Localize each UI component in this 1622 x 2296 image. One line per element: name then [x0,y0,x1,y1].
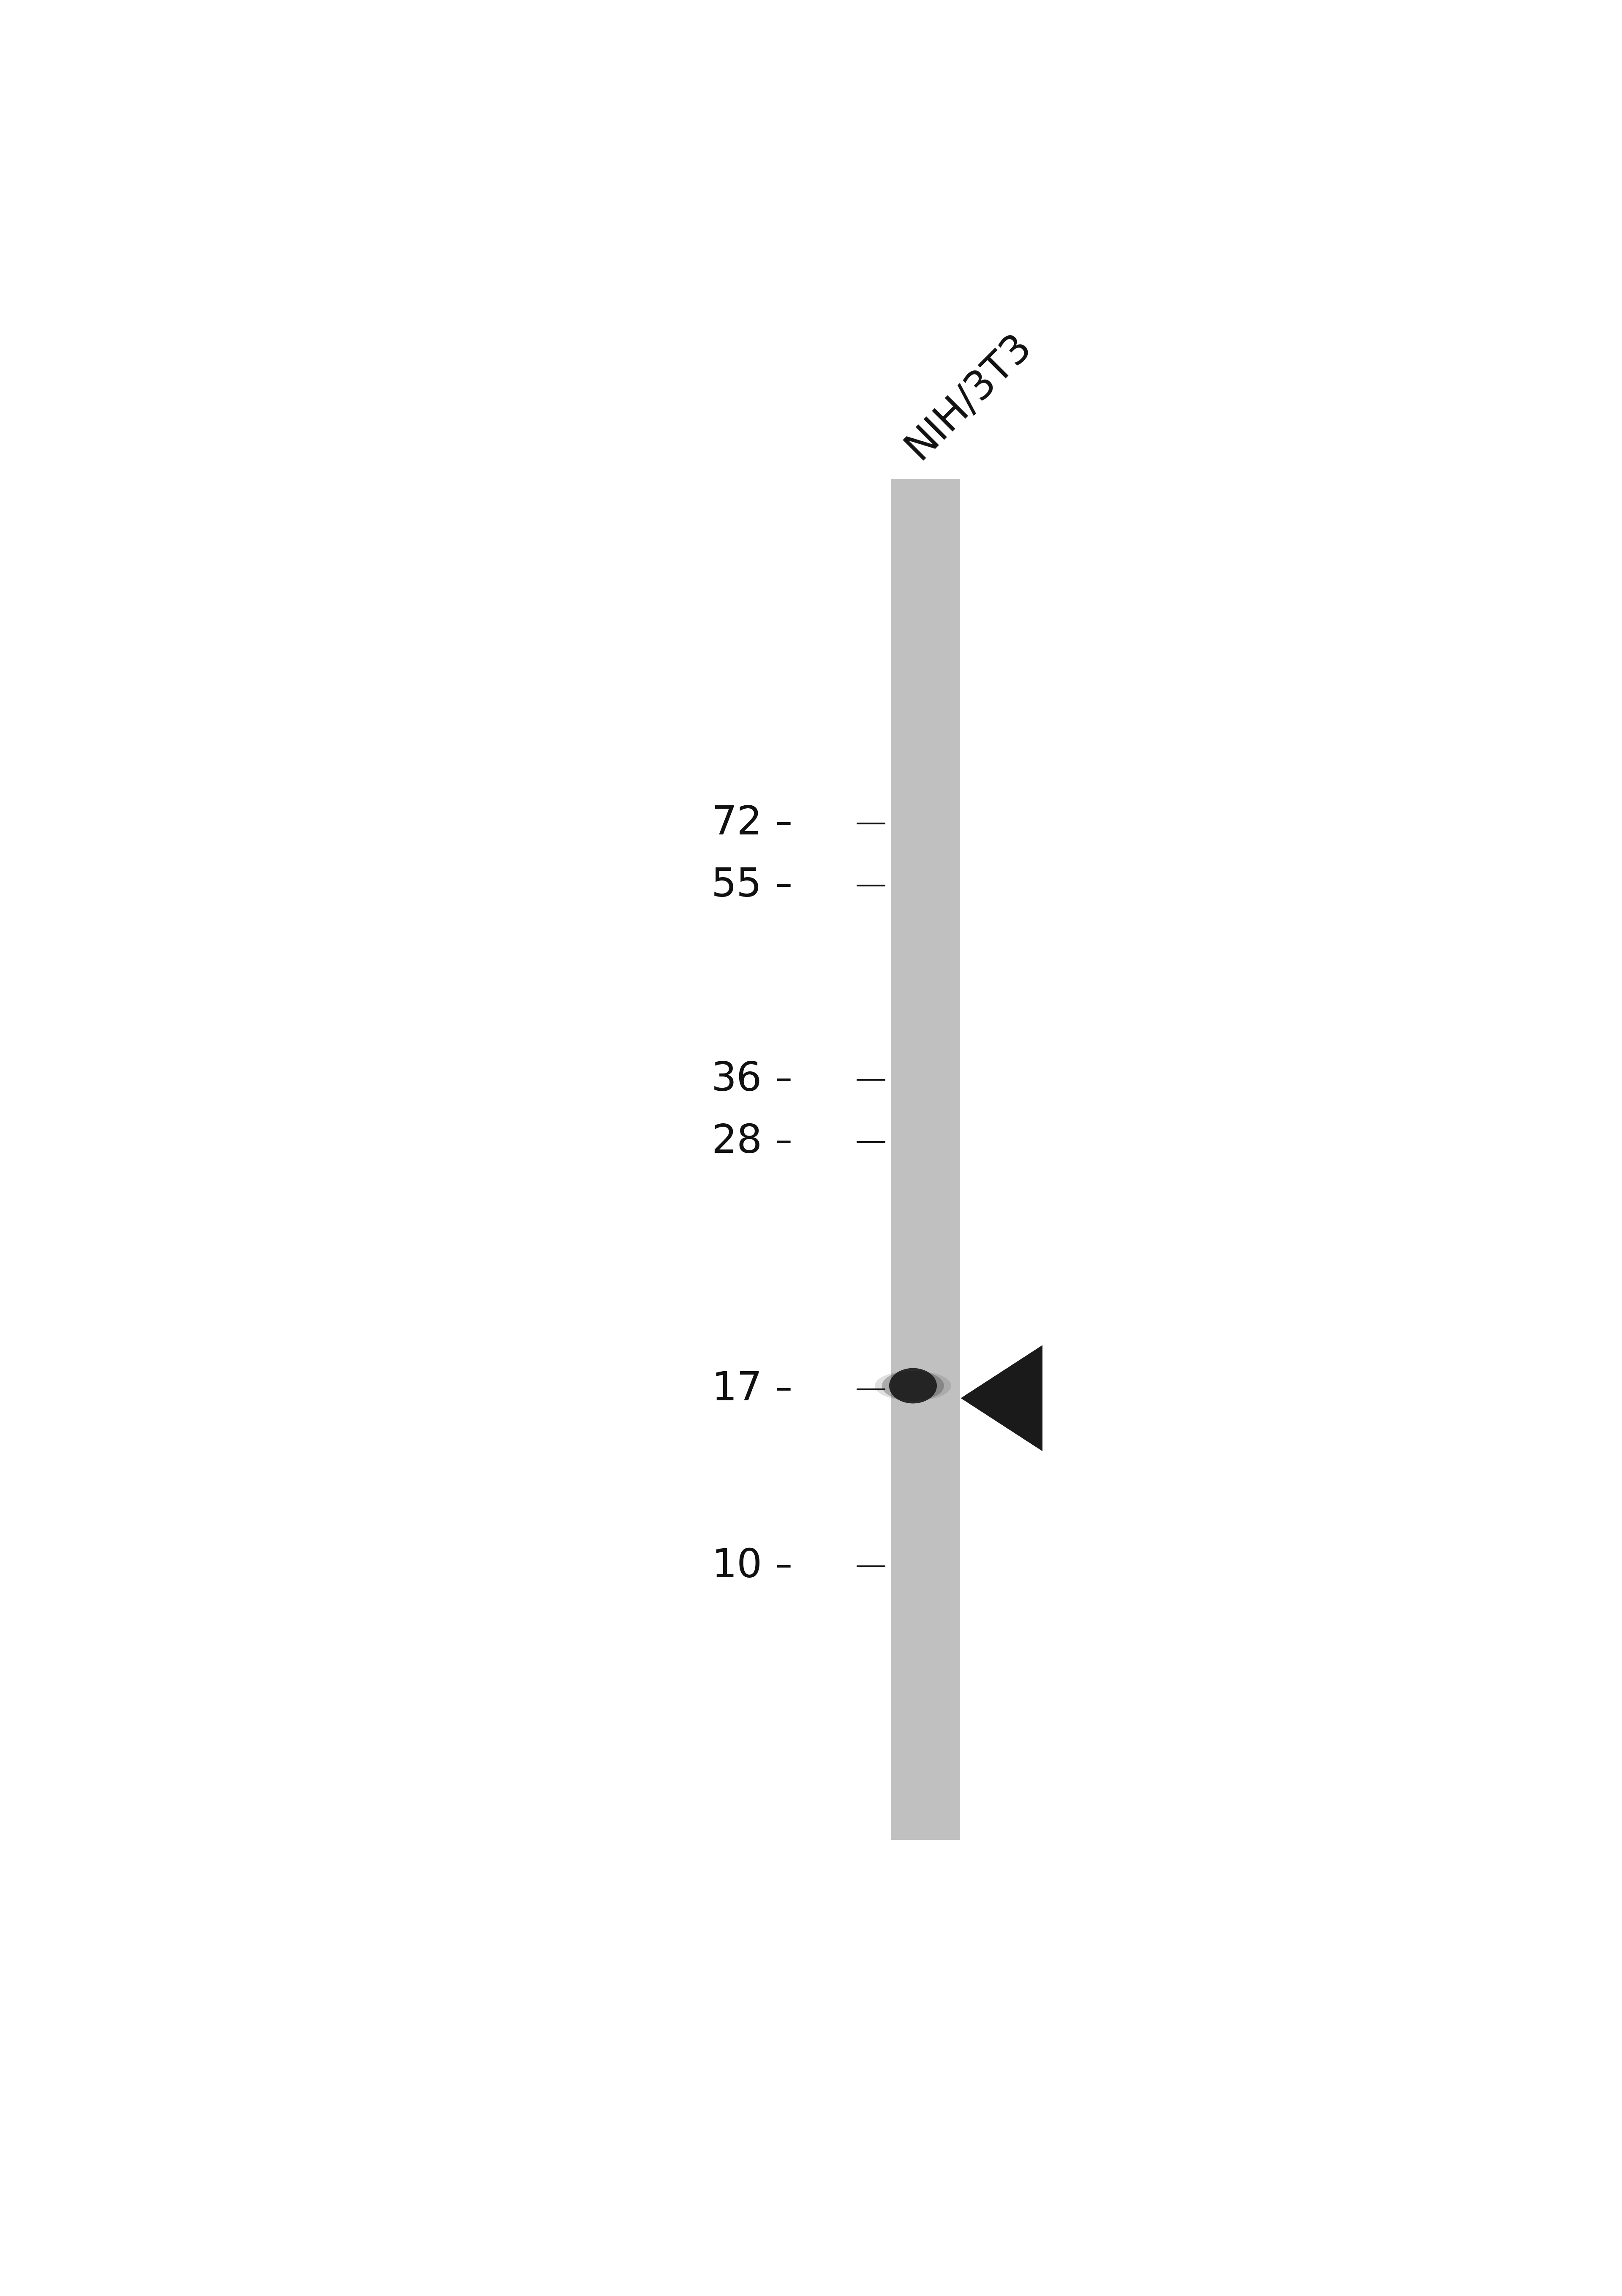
Text: 36: 36 [712,1061,762,1100]
Text: NIH/3T3: NIH/3T3 [899,326,1038,466]
Text: –: – [764,1550,792,1582]
Text: 28: 28 [712,1123,762,1162]
Text: –: – [764,1125,792,1157]
Text: –: – [764,1063,792,1097]
Ellipse shape [889,1368,938,1403]
Text: 10: 10 [712,1548,762,1587]
Polygon shape [960,1345,1043,1451]
Text: –: – [764,868,792,902]
Text: 72: 72 [712,804,762,843]
Text: 55: 55 [712,866,762,905]
Bar [890,480,960,1839]
Ellipse shape [882,1371,944,1401]
Ellipse shape [874,1371,950,1401]
Text: 17: 17 [712,1371,762,1410]
Text: –: – [764,808,792,840]
Text: –: – [764,1373,792,1405]
